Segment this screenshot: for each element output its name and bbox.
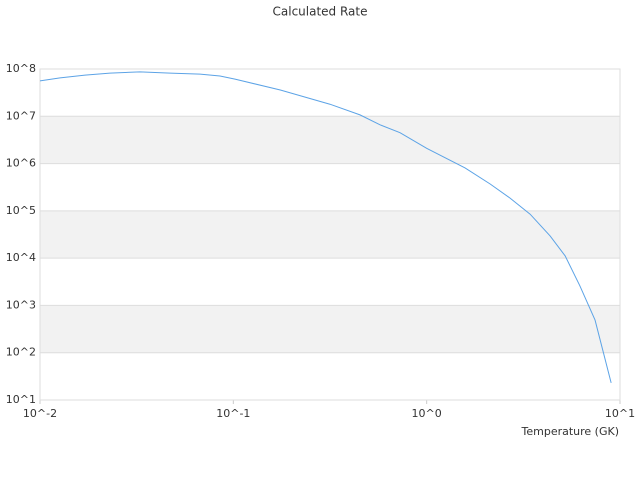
x-tick-label: 10^0 <box>412 407 442 420</box>
plot-border <box>39 68 621 401</box>
x-tick-label: 10^-1 <box>216 407 250 420</box>
x-tick-label: 10^-2 <box>23 407 57 420</box>
y-tick-label: 10^5 <box>6 204 36 217</box>
grid-band <box>40 210 620 259</box>
y-tick-label: 10^8 <box>6 62 36 75</box>
x-tick-label: 10^1 <box>605 407 635 420</box>
y-tick-label: 10^1 <box>6 393 36 406</box>
grid-band <box>40 305 620 353</box>
y-tick-label: 10^3 <box>6 298 36 311</box>
y-tick-label: 10^6 <box>6 157 36 170</box>
y-tick-label: 10^7 <box>6 109 36 122</box>
grid-band <box>40 116 620 164</box>
data-line <box>39 71 612 384</box>
chart-title: Calculated Rate <box>273 5 368 19</box>
y-tick-label: 10^2 <box>6 346 36 359</box>
x-axis-label: Temperature (GK) <box>521 425 620 438</box>
y-tick-label: 10^4 <box>6 251 36 264</box>
